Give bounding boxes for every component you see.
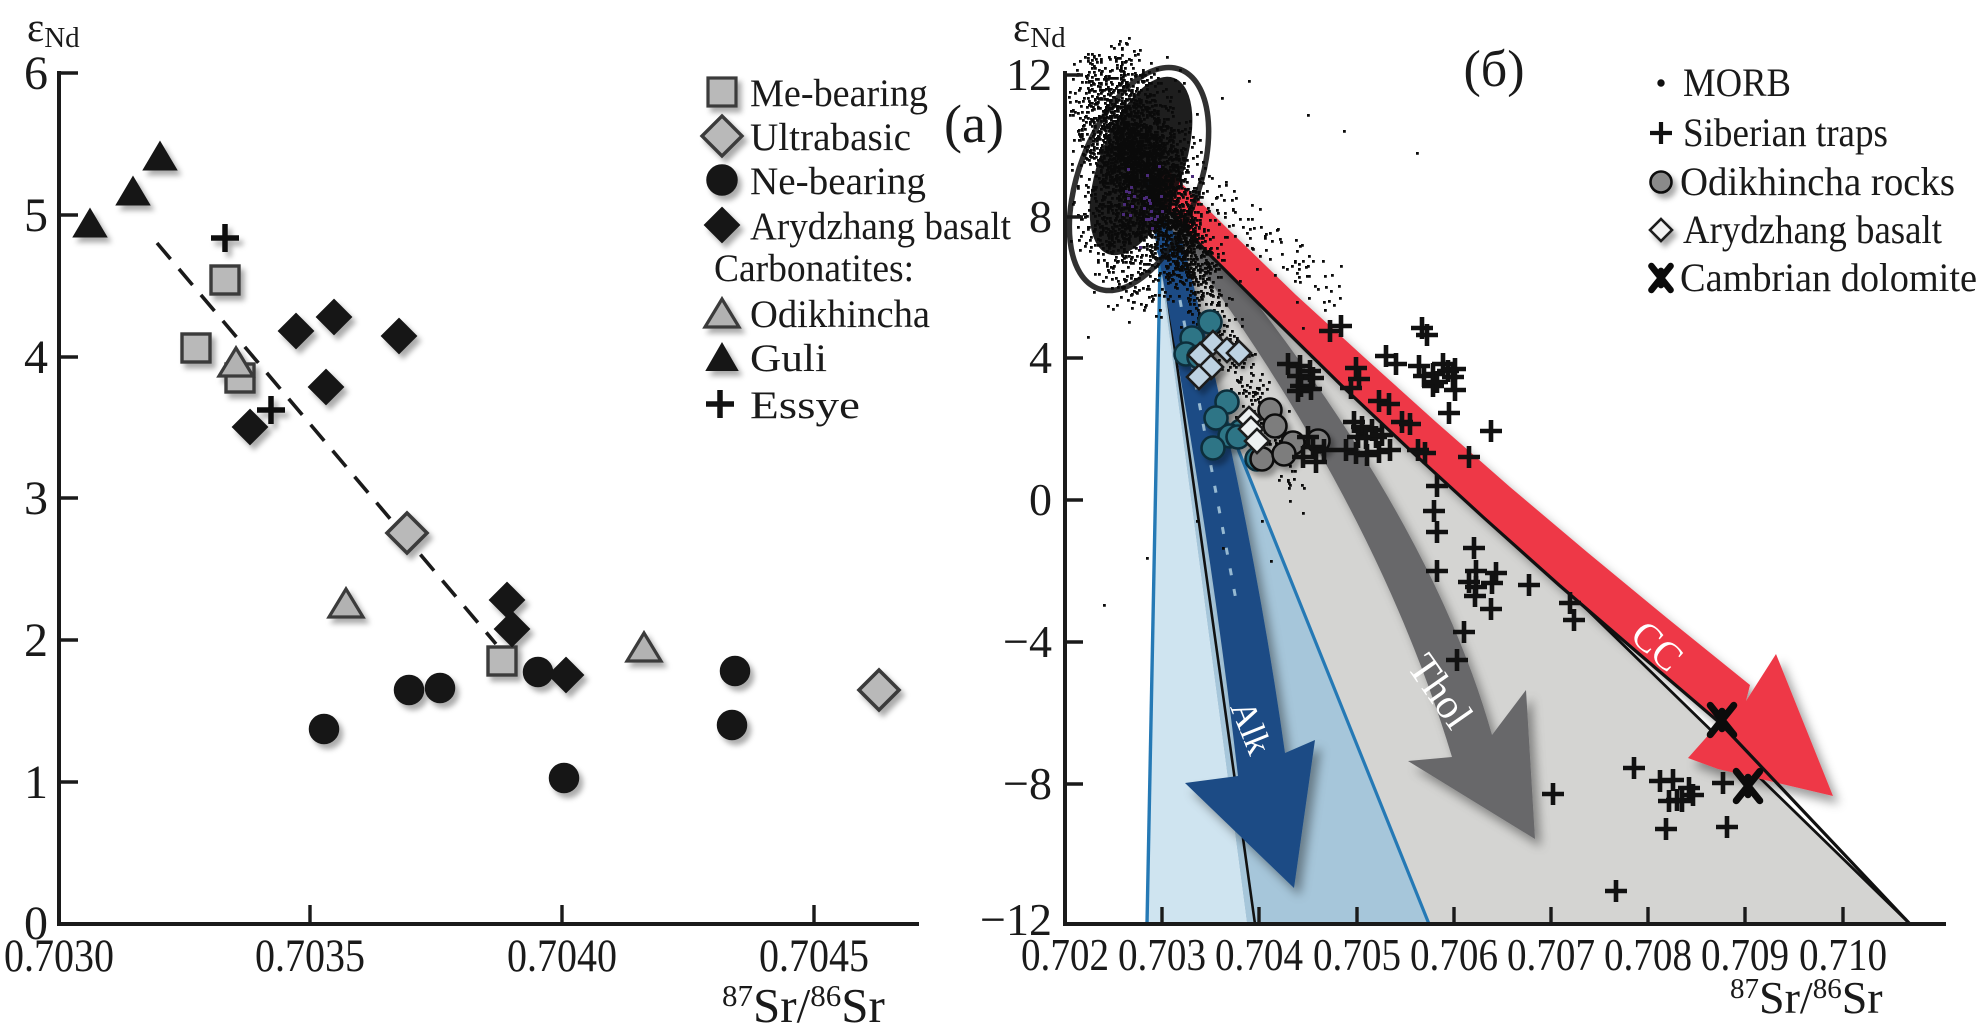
svg-text:0.703: 0.703 bbox=[1118, 929, 1206, 980]
svg-text:8: 8 bbox=[1029, 191, 1052, 242]
svg-text:−8: −8 bbox=[1003, 758, 1052, 809]
svg-text:0.704: 0.704 bbox=[1215, 929, 1303, 980]
svg-text:Odikhincha rocks: Odikhincha rocks bbox=[1680, 159, 1955, 204]
svg-text:0.708: 0.708 bbox=[1604, 929, 1692, 980]
svg-text:(a): (a) bbox=[944, 94, 1004, 154]
svg-text:4: 4 bbox=[24, 331, 48, 384]
svg-text:0.705: 0.705 bbox=[1313, 929, 1401, 980]
svg-text:Cambrian dolomite: Cambrian dolomite bbox=[1680, 255, 1977, 300]
svg-text:0.7035: 0.7035 bbox=[255, 930, 365, 982]
svg-text:Odikhincha: Odikhincha bbox=[750, 293, 930, 336]
svg-text:87Sr/86Sr: 87Sr/86Sr bbox=[1730, 972, 1883, 1023]
svg-text:0.706: 0.706 bbox=[1410, 929, 1498, 980]
svg-text:0.707: 0.707 bbox=[1507, 929, 1595, 980]
svg-text:0.7040: 0.7040 bbox=[507, 930, 617, 982]
svg-text:Siberian traps: Siberian traps bbox=[1683, 110, 1888, 155]
svg-text:0: 0 bbox=[1029, 474, 1052, 525]
svg-text:Essye: Essye bbox=[750, 384, 860, 427]
svg-text:Ultrabasic: Ultrabasic bbox=[750, 116, 911, 159]
svg-text:2: 2 bbox=[24, 614, 48, 667]
svg-text:0.7030: 0.7030 bbox=[4, 930, 114, 982]
svg-text:3: 3 bbox=[24, 472, 48, 525]
svg-text:6: 6 bbox=[24, 47, 48, 100]
svg-text:Carbonatites:: Carbonatites: bbox=[714, 247, 914, 290]
svg-text:0.7045: 0.7045 bbox=[759, 930, 869, 982]
svg-text:MORB: MORB bbox=[1683, 60, 1791, 105]
svg-text:12: 12 bbox=[1006, 49, 1052, 100]
svg-text:4: 4 bbox=[1029, 332, 1052, 383]
svg-text:1: 1 bbox=[24, 756, 48, 809]
svg-text:0.710: 0.710 bbox=[1799, 929, 1887, 980]
svg-text:Guli: Guli bbox=[750, 337, 827, 380]
svg-text:5: 5 bbox=[24, 189, 48, 242]
svg-text:(б): (б) bbox=[1463, 41, 1524, 98]
svg-text:Arydzhang basalt: Arydzhang basalt bbox=[750, 205, 1011, 248]
svg-text:−4: −4 bbox=[1003, 616, 1052, 667]
svg-text:0.702: 0.702 bbox=[1021, 929, 1109, 980]
svg-text:Ne-bearing: Ne-bearing bbox=[750, 160, 926, 203]
svg-text:Arydzhang basalt: Arydzhang basalt bbox=[1683, 207, 1942, 252]
svg-text:−12: −12 bbox=[980, 894, 1052, 945]
svg-text:Me-bearing: Me-bearing bbox=[750, 72, 928, 115]
svg-text:0: 0 bbox=[24, 897, 48, 950]
svg-text:87Sr/86Sr: 87Sr/86Sr bbox=[722, 978, 885, 1031]
svg-text:0.709: 0.709 bbox=[1701, 929, 1789, 980]
